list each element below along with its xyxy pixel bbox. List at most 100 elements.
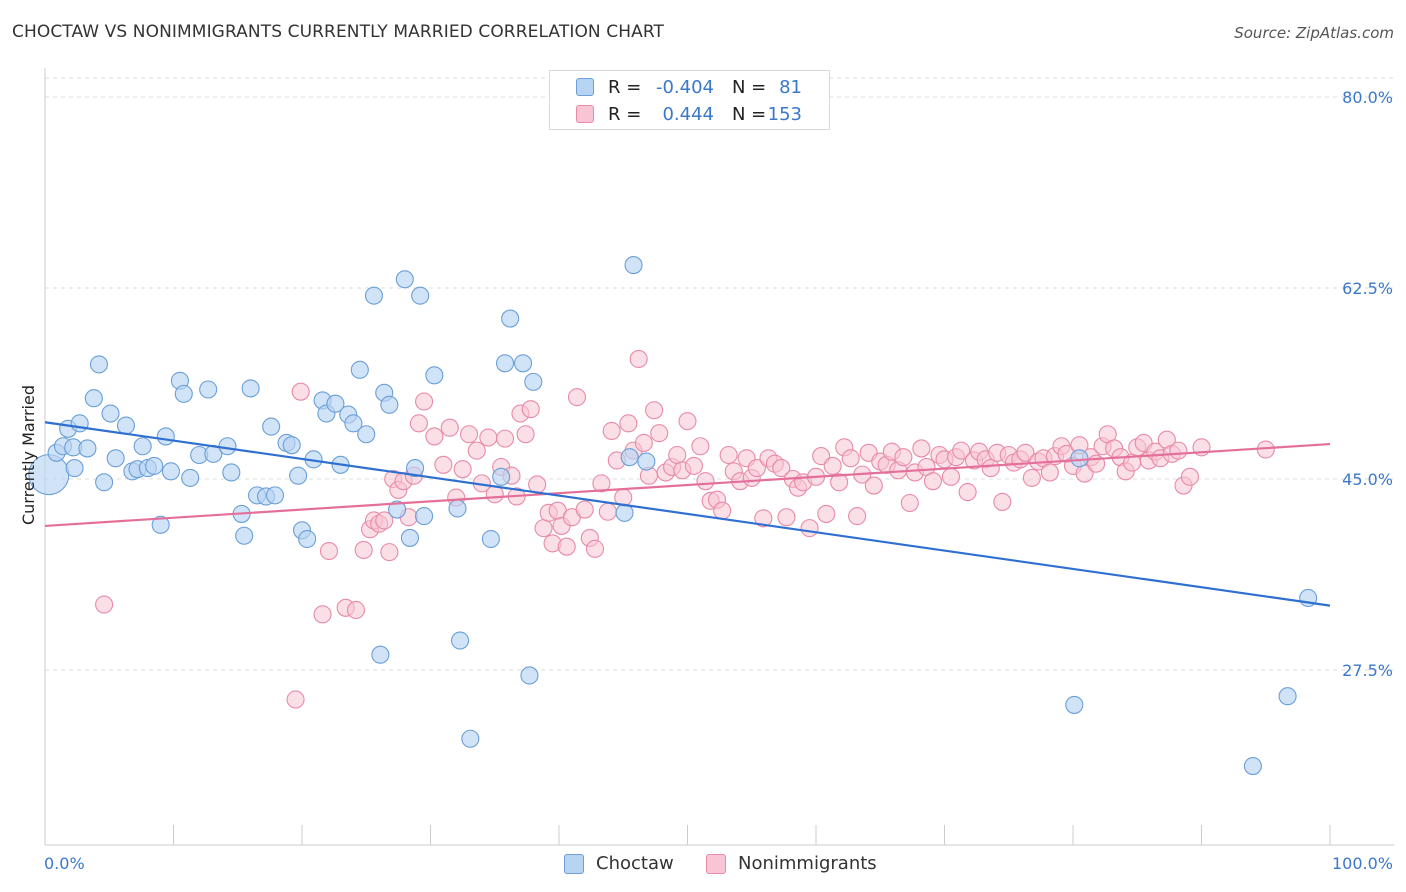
nonimmigrants-point	[440, 418, 459, 437]
nonimmigrants-point	[459, 425, 479, 444]
r-value: -0.404	[655, 77, 714, 98]
nonimmigrants-legend-label: Nonimmigrants	[738, 853, 877, 874]
choctaw-point	[513, 354, 533, 373]
x-tick-label: 100.0%	[1332, 854, 1393, 873]
nonimmigrants-point	[713, 501, 732, 520]
choctaw-point	[298, 529, 317, 549]
nonimmigrants-point	[691, 437, 710, 456]
nonimmigrants-point	[346, 600, 366, 620]
nonimmigrants-point	[747, 459, 766, 478]
nonimmigrants-point	[812, 447, 831, 466]
choctaw-swatch	[576, 78, 594, 96]
n-label: N =	[732, 77, 767, 98]
choctaw-point	[1278, 687, 1297, 706]
choctaw-point	[181, 468, 200, 487]
n-value: 153	[767, 104, 802, 125]
gridlines	[45, 77, 1394, 671]
choctaw-point	[89, 355, 109, 374]
y-axis-label: Currently Married	[19, 385, 38, 525]
nonimmigrants-point	[772, 459, 791, 478]
nonimmigrants-point	[719, 445, 738, 465]
axes	[44, 68, 1394, 846]
choctaw-point	[461, 729, 480, 748]
y-tick-label: 62.5%	[1342, 279, 1393, 298]
nonimmigrants-point	[479, 428, 498, 447]
choctaw-point	[344, 414, 363, 433]
nonimmigrants-points	[95, 349, 1275, 709]
choctaw-point	[1065, 695, 1084, 714]
nonimmigrants-point	[409, 414, 428, 433]
nonimmigrants-point	[619, 414, 638, 433]
nonimmigrants-point	[415, 392, 434, 411]
nonimmigrants-point	[453, 460, 472, 479]
choctaw-point	[415, 507, 434, 526]
choctaw-point	[95, 473, 114, 492]
nonimmigrants-point	[354, 540, 373, 559]
choctaw-point	[364, 286, 384, 305]
trend-lines	[44, 421, 1331, 607]
nonimmigrants-point	[634, 433, 653, 453]
choctaw-point	[371, 645, 390, 664]
nonimmigrants-point	[912, 439, 931, 458]
nonimmigrants-point	[777, 508, 796, 527]
nonimmigrants-point	[495, 429, 515, 448]
y-tick-label: 27.5%	[1342, 661, 1393, 680]
choctaw-point	[388, 500, 407, 519]
r-label: R =	[608, 77, 642, 98]
choctaw-point	[1243, 756, 1262, 776]
choctaw-trend-line	[44, 421, 1331, 607]
nonimmigrants-point	[923, 472, 942, 491]
n-value: 81	[779, 77, 802, 98]
choctaw-point	[425, 366, 444, 385]
nonimmigrants-point	[1016, 443, 1035, 462]
nonimmigrants-point	[864, 476, 883, 495]
nonimmigrants-point	[521, 400, 540, 419]
r-label: R =	[608, 104, 642, 125]
nonimmigrants-point	[602, 421, 621, 441]
nonimmigrants-point	[754, 509, 773, 528]
choctaw-point	[133, 437, 152, 456]
choctaw-point	[106, 449, 125, 468]
nonimmigrants-point	[981, 459, 1000, 478]
choctaw-point	[1070, 449, 1089, 468]
choctaw-point	[620, 448, 639, 467]
nonimmigrants-point	[313, 605, 332, 624]
correlation-legend: R = -0.404 N = 81 R = 0.444 N = 153	[549, 70, 830, 130]
legend-row-choctaw: R = -0.404 N = 81	[550, 75, 829, 99]
choctaw-point	[222, 463, 241, 482]
nonimmigrants-point	[841, 449, 860, 468]
choctaw-point	[451, 631, 470, 650]
choctaw-point	[481, 529, 500, 549]
nonimmigrants-point	[900, 493, 919, 513]
nonimmigrants-point	[598, 502, 617, 521]
choctaw-point	[501, 309, 520, 328]
choctaw-point	[116, 416, 136, 435]
nonimmigrants-legend-swatch	[706, 854, 726, 874]
choctaw-point	[289, 466, 308, 485]
choctaw-point	[326, 394, 345, 413]
nonimmigrants-point	[941, 467, 960, 486]
choctaw-point	[218, 437, 237, 456]
nonimmigrants-point	[592, 474, 611, 493]
tick-labels: 27.5% 45.0% 62.5% 80.0% 0.0% 100.0% Currently …	[19, 88, 1393, 873]
choctaw-point	[78, 439, 97, 458]
choctaw-point	[524, 372, 543, 391]
nonimmigrants-point	[993, 492, 1012, 511]
choctaw-point	[199, 380, 218, 399]
chart-title: CHOCTAW VS NONIMMIGRANTS CURRENTLY MARRI…	[12, 22, 664, 42]
choctaw-point	[65, 459, 84, 478]
r-value: 0.444	[662, 104, 714, 125]
choctaw-point	[174, 384, 193, 403]
choctaw-point	[161, 462, 180, 481]
nonimmigrants-point	[894, 448, 913, 467]
nonimmigrants-point	[645, 401, 664, 420]
y-tick-label: 80.0%	[1342, 88, 1393, 107]
nonimmigrants-point	[1180, 467, 1199, 486]
nonimmigrants-point	[958, 483, 977, 502]
nonimmigrants-point	[528, 475, 547, 494]
choctaw-point	[84, 389, 103, 408]
nonimmigrants-point	[425, 427, 444, 446]
nonimmigrants-point	[629, 349, 648, 368]
nonimmigrants-point	[1022, 468, 1041, 487]
choctaw-point	[495, 354, 515, 373]
